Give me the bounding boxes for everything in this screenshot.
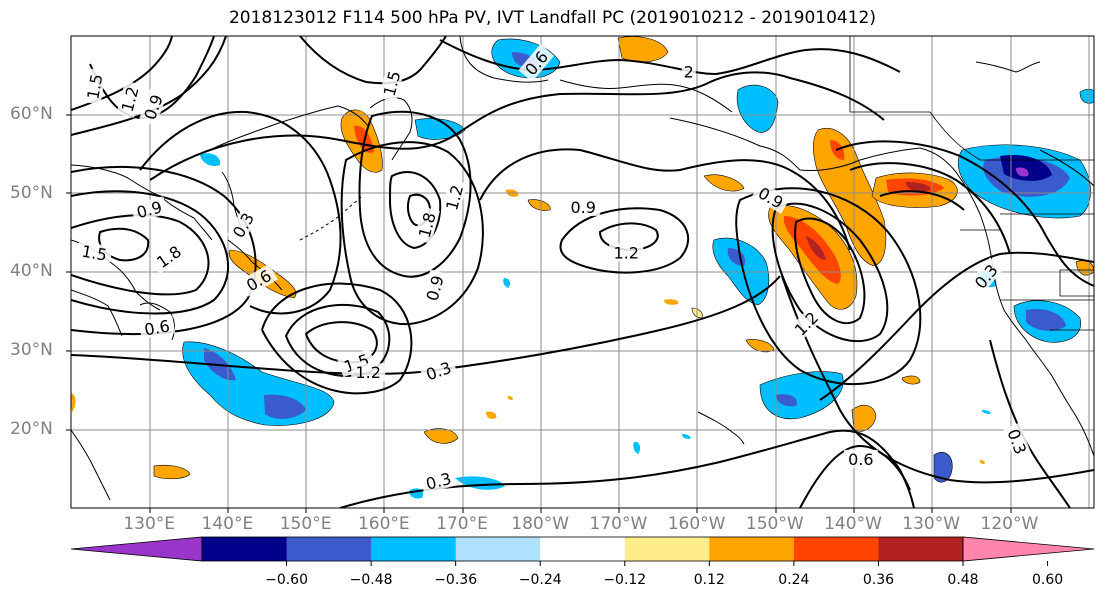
contour-label: 0.9 xyxy=(135,197,165,222)
contour-label-bg xyxy=(566,197,601,216)
colorbar-segment xyxy=(878,537,964,561)
lon-label: 150°W xyxy=(745,514,804,534)
contour-label-bg xyxy=(421,269,448,307)
lat-label: 30°N xyxy=(10,340,53,360)
contour-label: 0.3 xyxy=(424,469,454,494)
colorbar-segment xyxy=(371,537,457,561)
lon-label: 130°W xyxy=(902,514,961,534)
lon-label: 160°W xyxy=(667,514,726,534)
lon-label: 170°W xyxy=(589,514,648,534)
colorbar-tick-label: −0.12 xyxy=(603,572,647,588)
lon-label: 170°E xyxy=(436,514,488,534)
contour-label-bg xyxy=(681,62,696,81)
contour-label: 1.2 xyxy=(613,244,638,263)
contour-label-bg xyxy=(149,239,188,274)
colorbar-segment xyxy=(709,537,795,561)
lon-label: 180°W xyxy=(511,514,570,534)
lat-label: 60°N xyxy=(10,103,53,124)
contour-label-bg xyxy=(337,348,376,378)
lon-label: 150°E xyxy=(279,514,332,534)
contour-label: 0.6 xyxy=(848,450,873,469)
colorbar-tick-label: −0.36 xyxy=(434,572,478,588)
contour-label-bg xyxy=(116,80,143,118)
colorbar-extend-max xyxy=(962,536,1095,562)
colorbar-segment xyxy=(793,537,879,561)
colorbar-segment xyxy=(286,537,372,561)
contour-label-bg xyxy=(1002,422,1032,461)
lat-label: 50°N xyxy=(10,182,53,203)
lon-label: 140°E xyxy=(201,514,254,534)
colorbar xyxy=(70,536,1095,566)
colorbar-frame xyxy=(201,536,964,562)
contour-label: 1.8 xyxy=(415,210,440,240)
colorbar-tick-label: −0.60 xyxy=(265,572,308,588)
lat-label: 40°N xyxy=(10,261,53,282)
colorbar-tick-label: 0.36 xyxy=(862,572,895,588)
contour-label-bg xyxy=(751,181,791,214)
contour-label-bg xyxy=(226,205,260,245)
colorbar-tick-label: 0.48 xyxy=(947,572,979,588)
contour-label: 0.9 xyxy=(423,273,448,303)
shading-negative xyxy=(182,38,1094,499)
contour-label: 1.2 xyxy=(355,363,380,382)
colorbar-tick-label: −0.24 xyxy=(518,572,562,588)
graticule xyxy=(71,36,1094,508)
lat-label: 20°N xyxy=(10,418,53,439)
colorbar-tick-label: 0.24 xyxy=(778,572,810,588)
lon-label: 160°E xyxy=(357,514,410,534)
country-borders xyxy=(849,36,1094,331)
colorbar-extend-min xyxy=(70,536,203,562)
lon-label: 140°W xyxy=(824,514,882,534)
colorbar-segment xyxy=(455,537,541,561)
contour-label-bg xyxy=(518,44,555,82)
contour-label-bg xyxy=(968,257,1004,296)
contour-label-bg xyxy=(351,363,386,382)
contour-label: 2 xyxy=(684,63,694,82)
contour-label-bg xyxy=(419,467,458,494)
contour-label-bg xyxy=(413,206,440,244)
map-title: 2018123012 F114 500 hPa PV, IVT Landfall… xyxy=(228,8,876,28)
lon-label: 120°W xyxy=(980,514,1039,534)
lon-label: 130°E xyxy=(123,514,176,534)
colorbar-segment xyxy=(540,537,626,561)
contour-label-bg xyxy=(239,263,278,297)
contour-label: 0.9 xyxy=(570,198,595,217)
contour-label-bg xyxy=(441,178,468,217)
contour-label-bg xyxy=(138,87,168,127)
contour-label: 1.5 xyxy=(83,72,106,100)
contour-label-bg xyxy=(419,356,458,385)
contour-label-bg xyxy=(82,68,107,105)
contour-label-bg xyxy=(130,196,168,223)
contour-label-bg xyxy=(138,315,176,340)
shading-positive xyxy=(71,36,1094,480)
contour-label: 1.5 xyxy=(80,242,108,265)
colorbar-tick-label: 0.12 xyxy=(693,572,725,588)
contour-label: 0.6 xyxy=(143,316,171,339)
contour-label-bg xyxy=(843,449,878,468)
axis-ticks xyxy=(66,114,1012,513)
contour-label-bg xyxy=(609,243,644,262)
contour-label-bg xyxy=(787,305,825,342)
contour-label: 1.5 xyxy=(380,69,405,99)
colorbar-tick-label: −0.48 xyxy=(349,572,393,588)
colorbar-tick-label: 0.60 xyxy=(1031,572,1064,588)
colorbar-segment xyxy=(624,537,710,561)
contour-label-bg xyxy=(378,64,405,103)
colorbar-segment xyxy=(202,537,288,561)
contour-label-bg xyxy=(76,240,113,265)
